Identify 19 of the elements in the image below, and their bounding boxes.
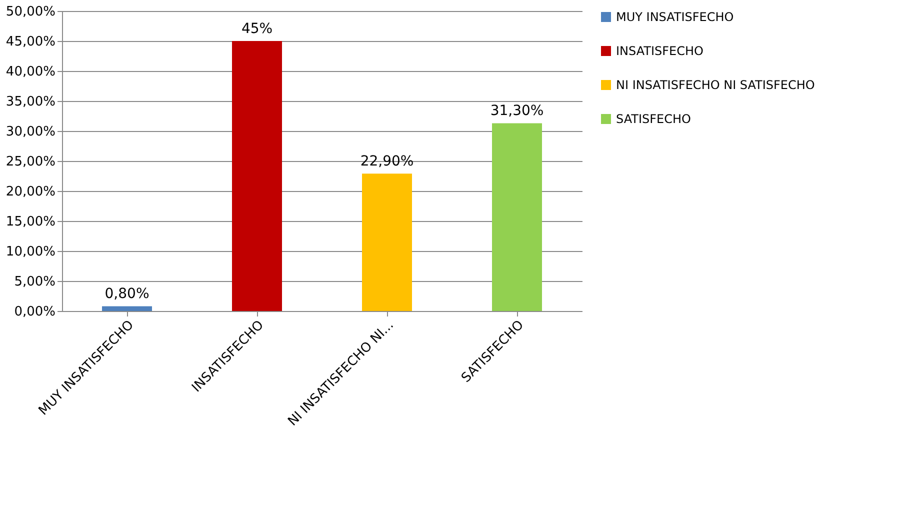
legend-label: NI INSATISFECHO NI SATISFECHO	[616, 78, 815, 92]
data-label: 22,90%	[360, 154, 414, 170]
y-tick-label: 35,00%	[6, 94, 56, 110]
y-tick-label: 20,00%	[6, 184, 56, 200]
legend-label: SATISFECHO	[616, 112, 691, 126]
data-label: 0,80%	[104, 286, 150, 302]
y-tick-label: 15,00%	[6, 214, 56, 230]
legend-label: MUY INSATISFECHO	[616, 10, 734, 24]
y-tick-label: 25,00%	[6, 154, 56, 170]
y-tick-label: 40,00%	[6, 64, 56, 80]
data-label: 31,30%	[490, 103, 544, 120]
y-tick-label: 0,00%	[14, 304, 56, 320]
y-tick-label: 5,00%	[14, 274, 56, 290]
y-tick-label: 50,00%	[6, 4, 56, 20]
legend-label: INSATISFECHO	[616, 44, 704, 58]
y-tick-label: 30,00%	[6, 124, 56, 140]
y-tick-label: 10,00%	[6, 244, 56, 260]
data-label: 45%	[241, 21, 273, 37]
y-tick-label: 45,00%	[6, 34, 56, 50]
